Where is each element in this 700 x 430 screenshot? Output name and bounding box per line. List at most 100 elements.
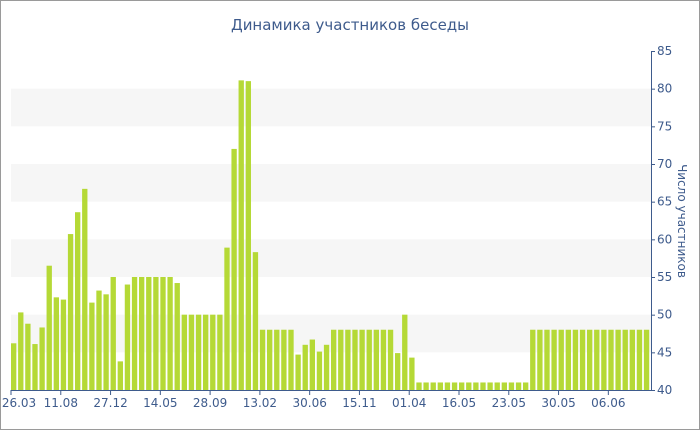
bar	[245, 81, 251, 390]
bar	[153, 277, 159, 390]
bar	[11, 343, 17, 390]
bar	[203, 314, 209, 390]
bar	[259, 329, 266, 390]
bar	[82, 188, 88, 390]
bar	[124, 284, 131, 390]
bar	[89, 302, 95, 390]
bar	[167, 277, 173, 390]
bar-series	[11, 80, 650, 390]
y-tick-label: 65	[657, 195, 672, 209]
bar	[402, 314, 408, 390]
bar	[224, 247, 230, 390]
bar	[494, 382, 500, 390]
bar	[188, 314, 195, 390]
bar	[288, 329, 294, 390]
bar	[587, 329, 593, 390]
bar	[316, 351, 323, 390]
bar	[601, 329, 607, 390]
bar	[558, 329, 564, 390]
grid-band	[11, 239, 651, 277]
x-tick-label: 01.04	[392, 396, 426, 410]
bar	[323, 344, 330, 390]
x-tick-label: 14.05	[143, 396, 177, 410]
y-tick-label: 55	[657, 270, 672, 284]
bar	[331, 329, 337, 390]
x-tick-label: 30.05	[541, 396, 575, 410]
grid-bands	[11, 88, 651, 353]
bar	[451, 382, 458, 390]
bar	[395, 353, 401, 390]
bar	[409, 357, 415, 390]
bar	[46, 265, 52, 390]
bar	[480, 382, 486, 390]
bar	[473, 382, 479, 390]
bar	[359, 329, 365, 390]
x-tick-label: 27.12	[93, 396, 127, 410]
bar	[195, 314, 202, 390]
y-axis-label: Число участников	[675, 164, 689, 278]
bar	[444, 382, 451, 390]
grid-band	[11, 164, 651, 202]
chart-title: Динамика участников беседы	[231, 16, 469, 34]
y-tick-label: 85	[657, 44, 672, 58]
bar	[103, 294, 109, 390]
y-tick-label: 40	[657, 383, 672, 397]
bar	[459, 382, 465, 390]
bar	[636, 329, 643, 390]
bar	[309, 339, 315, 390]
bar	[380, 329, 387, 390]
bar	[39, 327, 45, 390]
bar	[437, 382, 443, 390]
bar	[181, 314, 187, 390]
bar	[32, 344, 38, 390]
y-tick-label: 70	[657, 157, 672, 171]
bar	[352, 329, 358, 390]
bar	[430, 382, 436, 390]
bar	[622, 329, 628, 390]
x-tick-label: 15.11	[342, 396, 376, 410]
bar	[515, 382, 522, 390]
y-tick-label: 50	[657, 308, 672, 322]
x-tick-label: 30.06	[292, 396, 326, 410]
bar	[608, 329, 614, 390]
bar	[217, 314, 223, 390]
bar	[274, 329, 280, 390]
bar	[160, 277, 166, 390]
bar	[643, 329, 650, 390]
bar	[295, 354, 301, 390]
bar	[551, 329, 557, 390]
bar	[416, 382, 422, 390]
bar	[302, 344, 308, 390]
bar	[523, 382, 529, 390]
bar	[96, 290, 102, 390]
x-tick-label: 11.08	[44, 396, 78, 410]
bar	[110, 277, 116, 390]
bar	[508, 382, 515, 390]
bar	[466, 382, 472, 390]
bar	[487, 382, 493, 390]
y-tick-label: 80	[657, 82, 672, 96]
bar	[53, 297, 59, 390]
bar	[117, 361, 123, 390]
bar	[530, 329, 536, 390]
bar	[60, 299, 67, 390]
bar	[281, 329, 287, 390]
y-tick-label: 45	[657, 345, 672, 359]
bar	[423, 382, 429, 390]
x-tick-label: 28.09	[193, 396, 227, 410]
bar	[338, 329, 344, 390]
bar	[501, 382, 507, 390]
x-axis-ticks: 26.03 11.08 27.12 14.05 28.09 13.02 30.06 15.11…	[2, 390, 626, 410]
bar	[615, 329, 621, 390]
bar	[174, 283, 180, 390]
grid-band	[11, 88, 651, 127]
x-tick-label: 06.06	[591, 396, 625, 410]
y-tick-label: 60	[657, 232, 672, 246]
bar	[25, 323, 31, 390]
bar	[345, 329, 351, 390]
bar	[131, 277, 138, 390]
y-tick-label: 75	[657, 119, 672, 133]
bar	[267, 329, 273, 390]
bar	[238, 80, 244, 390]
